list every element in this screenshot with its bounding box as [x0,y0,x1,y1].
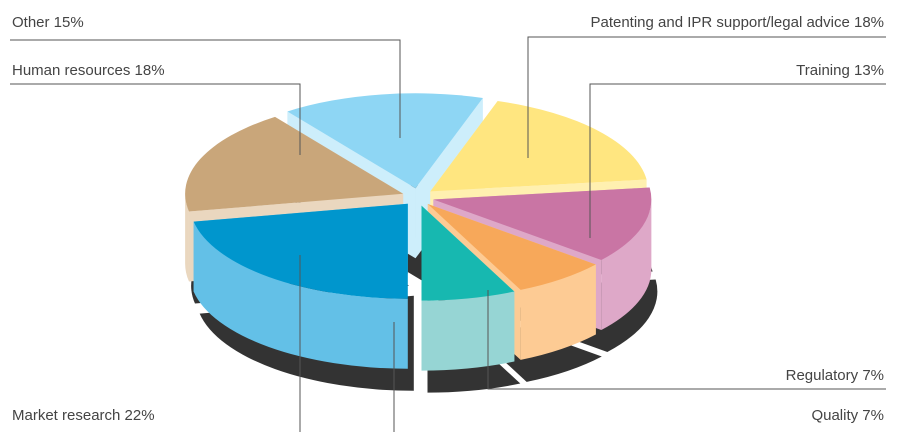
slice-outer-wall-market-research [193,221,408,369]
label-other: Other 15% [12,14,84,31]
label-patenting: Patenting and IPR support/legal advice 1… [590,14,884,31]
slice-top-market-research [193,203,408,299]
slice-top-quality [421,205,515,301]
label-regulatory: Regulatory 7% [786,367,884,384]
slice-top-regulatory [427,203,596,290]
pie-slices [185,93,652,371]
leader-lines [10,36,886,432]
leader-line-human-resources [10,83,301,155]
slice-top-training [433,187,652,261]
label-human-resources: Human resources 18% [12,62,165,79]
slice-outer-wall-quality [421,291,515,371]
slice-top-other [287,93,483,189]
leader-line-regulatory [487,290,886,390]
slice-outer-wall-regulatory [520,264,596,360]
leader-line-other [10,39,401,138]
label-training: Training 13% [796,62,884,79]
slice-top-human-resources [185,116,404,212]
label-quality: Quality 7% [811,407,884,424]
leader-line-patenting [527,36,886,158]
slice-outer-wall-human-resources [185,193,189,282]
slice-labels: Other 15% Patenting and IPR support/lega… [12,14,884,424]
slice-outer-wall-training [601,199,652,331]
leader-line-training [589,83,886,238]
label-market-research: Market research 22% [12,407,155,424]
slice-top-patenting [430,101,647,192]
